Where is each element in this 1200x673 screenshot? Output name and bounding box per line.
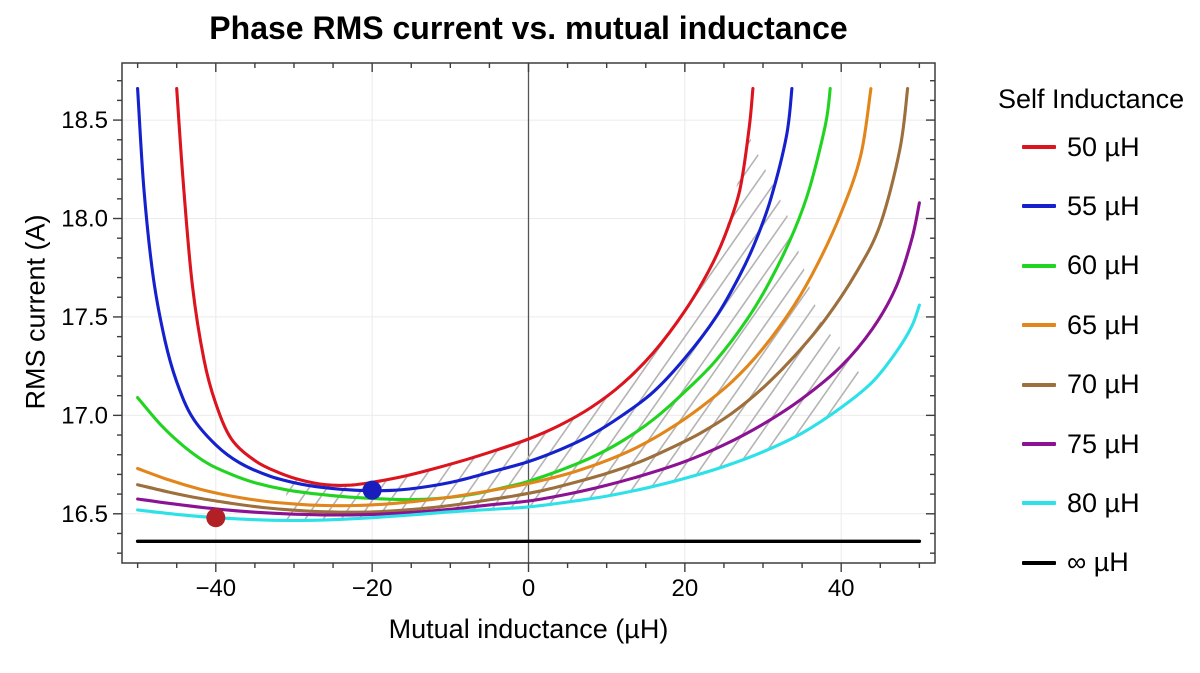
tick-labels: −40 −20 0 20 40 16.5 17.0 17.5 18.0 18.5 bbox=[61, 107, 854, 602]
legend-item-label: 65 µH bbox=[1067, 309, 1140, 340]
legend: Self Inductance 50 µH 55 µH 60 µH 65 µH 70 µ… bbox=[998, 0, 1198, 673]
chart-title: Phase RMS current vs. mutual inductance bbox=[209, 10, 848, 46]
series-curve-2 bbox=[136, 87, 832, 502]
legend-item: 65 µH bbox=[1022, 309, 1140, 340]
x-tick-label: 0 bbox=[522, 575, 535, 602]
legend-item: 75 µH bbox=[1022, 428, 1140, 459]
legend-item: 50 µH bbox=[1022, 131, 1140, 162]
series-curve-0 bbox=[175, 87, 755, 487]
legend-item-label: 80 µH bbox=[1067, 487, 1140, 518]
x-tick-label: −20 bbox=[352, 575, 393, 602]
legend-item: 80 µH bbox=[1022, 487, 1140, 518]
legend-swatch bbox=[1022, 145, 1056, 149]
y-tick-label: 17.0 bbox=[61, 402, 108, 429]
optimum-dot-55uH bbox=[362, 480, 382, 500]
hatch-line bbox=[443, 135, 809, 521]
legend-title: Self Inductance bbox=[998, 84, 1185, 114]
legend-swatch bbox=[1022, 323, 1056, 328]
legend-item-label: 75 µH bbox=[1067, 428, 1140, 459]
legend-swatch bbox=[1022, 560, 1056, 565]
series-curve-1 bbox=[136, 87, 794, 493]
legend-swatch bbox=[1022, 382, 1056, 387]
legend-swatch bbox=[1022, 263, 1056, 268]
hatch-line bbox=[286, 135, 503, 521]
y-tick-label: 18.5 bbox=[61, 107, 108, 134]
x-axis-label: Mutual inductance (µH) bbox=[388, 614, 669, 644]
legend-item-label: ∞ µH bbox=[1067, 547, 1129, 578]
hatch-line bbox=[461, 135, 827, 521]
hatch-line bbox=[587, 135, 865, 521]
y-tick-label: 16.5 bbox=[61, 501, 108, 528]
plot-frame bbox=[121, 62, 936, 564]
legend-item: ∞ µH bbox=[1022, 547, 1129, 578]
hatch-line bbox=[677, 135, 865, 521]
legend-item-label: 70 µH bbox=[1067, 369, 1140, 400]
x-tick-label: 20 bbox=[671, 575, 698, 602]
series-curve-6 bbox=[136, 303, 921, 523]
series-curve-4 bbox=[136, 87, 910, 514]
legend-swatch bbox=[1022, 204, 1056, 209]
legend-item-label: 55 µH bbox=[1067, 190, 1140, 221]
legend-item: 70 µH bbox=[1022, 369, 1140, 400]
series-curve-5 bbox=[136, 201, 921, 517]
y-tick-label: 18.0 bbox=[61, 206, 108, 233]
legend-item: 55 µH bbox=[1022, 190, 1140, 221]
legend-item-label: 60 µH bbox=[1067, 250, 1140, 281]
x-tick-label: 40 bbox=[828, 575, 855, 602]
optimum-dot-50uH bbox=[206, 508, 226, 528]
y-tick-label: 17.5 bbox=[61, 304, 108, 331]
legend-item: 60 µH bbox=[1022, 250, 1140, 281]
hatch-line bbox=[551, 135, 865, 521]
series-curve-3 bbox=[136, 87, 873, 508]
legend-swatch bbox=[1022, 501, 1056, 506]
legend-swatch bbox=[1022, 442, 1056, 446]
x-tick-label: −40 bbox=[195, 575, 236, 602]
ticks bbox=[113, 63, 935, 572]
legend-item-label: 50 µH bbox=[1067, 131, 1140, 162]
